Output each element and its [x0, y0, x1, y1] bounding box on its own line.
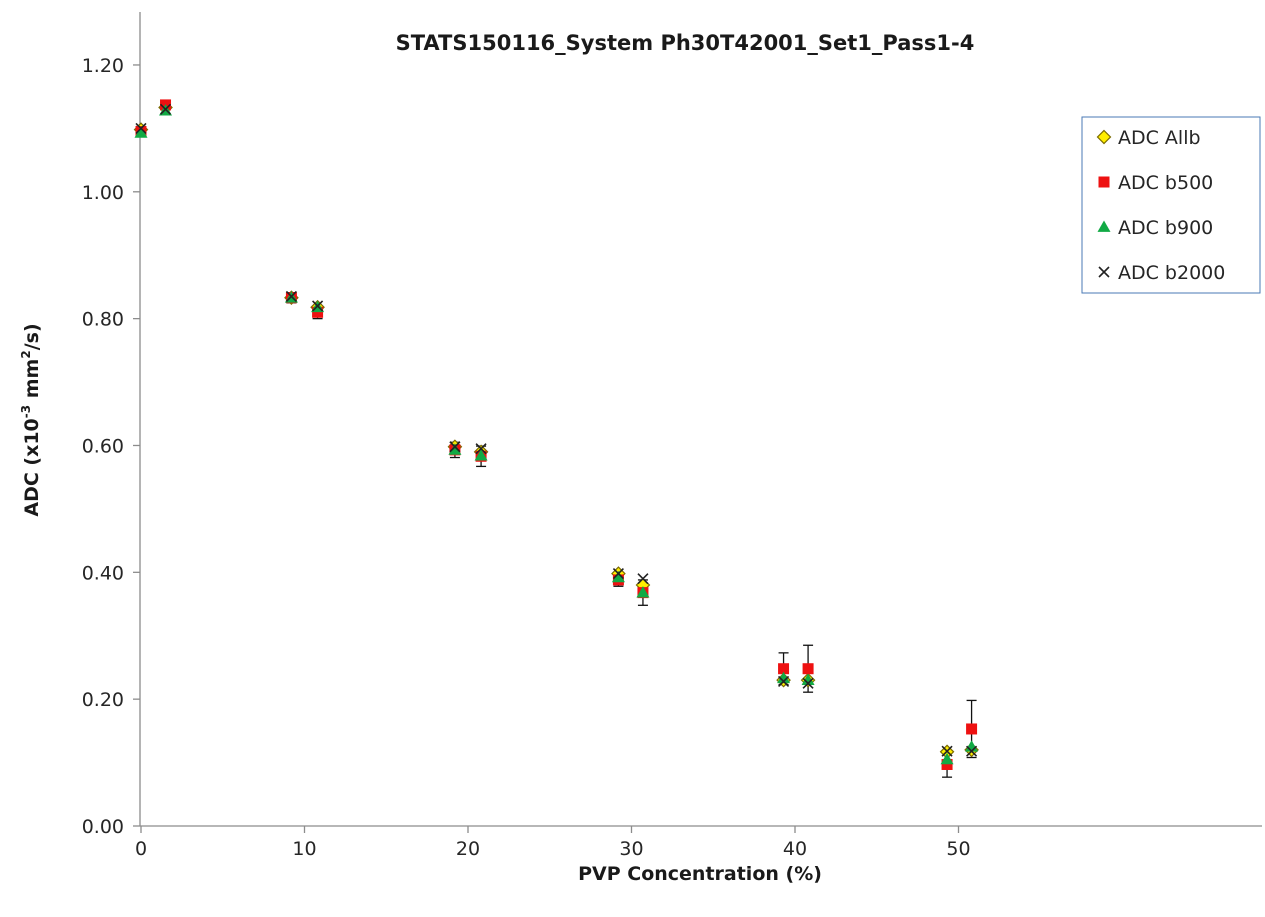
x-tick-label: 10	[292, 838, 316, 860]
data-point	[802, 663, 814, 675]
series-adc-b2000	[135, 103, 978, 757]
y-axis-title-prefix: ADC (x10	[21, 418, 43, 516]
x-tick-label: 0	[135, 838, 147, 860]
legend-marker	[1096, 129, 1112, 145]
y-tick-label: 1.20	[82, 55, 124, 77]
y-tick-label: 1.00	[82, 182, 124, 204]
series-adc-b500	[135, 99, 978, 770]
data-point	[285, 290, 297, 303]
y-axis-title-mid: mm	[21, 359, 43, 405]
legend: ADC Allb ADC b500 ADC b900 ADC b2000	[1081, 116, 1261, 294]
legend-items: ADC Allb ADC b500 ADC b900 ADC b2000	[1096, 127, 1225, 284]
data-point	[636, 586, 650, 598]
y-tick-label: 0.60	[82, 435, 124, 457]
x-tick-label: 20	[456, 838, 480, 860]
legend-marker	[1098, 176, 1110, 188]
plot-area: 0.00 0.20 0.40 0.60 0.80 1.00 1.20 0 10 20 30 40 50	[82, 12, 1262, 860]
y-axis-title-suffix: /s)	[21, 323, 43, 350]
x-tick-label: 30	[619, 838, 643, 860]
y-tick-label: 0.00	[82, 816, 124, 838]
data-point	[449, 441, 461, 453]
y-axis-title: ADC (x10-3 mm2/s)	[19, 323, 43, 516]
data-point	[135, 122, 147, 134]
legend-box	[1081, 116, 1261, 294]
data-point	[777, 675, 790, 687]
y-tick-label: 0.40	[82, 562, 124, 584]
chart-title: STATS150116_System Ph30T42001_Set1_Pass1…	[396, 31, 975, 55]
data-point	[801, 673, 815, 686]
data-point	[777, 671, 791, 684]
data-point	[475, 443, 487, 455]
legend-marker	[1097, 220, 1111, 232]
data-point	[637, 573, 649, 585]
y-tick-label: 0.80	[82, 309, 124, 331]
y-axis-title-sup2: 2	[19, 350, 33, 358]
data-point	[966, 745, 978, 757]
data-point	[159, 103, 172, 115]
legend-marker	[1098, 266, 1110, 278]
legend-label: ADC b900	[1118, 217, 1213, 239]
series-adc-allb	[133, 100, 979, 760]
data-point	[134, 126, 148, 138]
data-point	[778, 663, 790, 675]
data-point	[941, 745, 953, 757]
data-point	[940, 752, 954, 765]
x-axis-title: PVP Concentration (%)	[578, 863, 822, 885]
data-point	[941, 758, 953, 770]
data-point	[474, 449, 488, 461]
data-point	[611, 570, 625, 583]
y-tick-label: 0.20	[82, 689, 124, 711]
legend-label: ADC Allb	[1118, 127, 1201, 149]
error-bars	[136, 101, 977, 778]
data-point	[966, 723, 978, 735]
data-point	[448, 443, 462, 455]
series-adc-b900	[134, 104, 979, 765]
data-point	[612, 568, 624, 580]
x-tick-label: 40	[783, 838, 807, 860]
data-point	[312, 306, 324, 318]
data-point	[802, 677, 814, 689]
data-point	[312, 300, 324, 312]
x-tick-label: 50	[946, 838, 970, 860]
legend-label: ADC b500	[1118, 172, 1213, 194]
legend-label: ADC b2000	[1118, 262, 1225, 284]
y-axis-title-sup1: -3	[19, 405, 33, 418]
